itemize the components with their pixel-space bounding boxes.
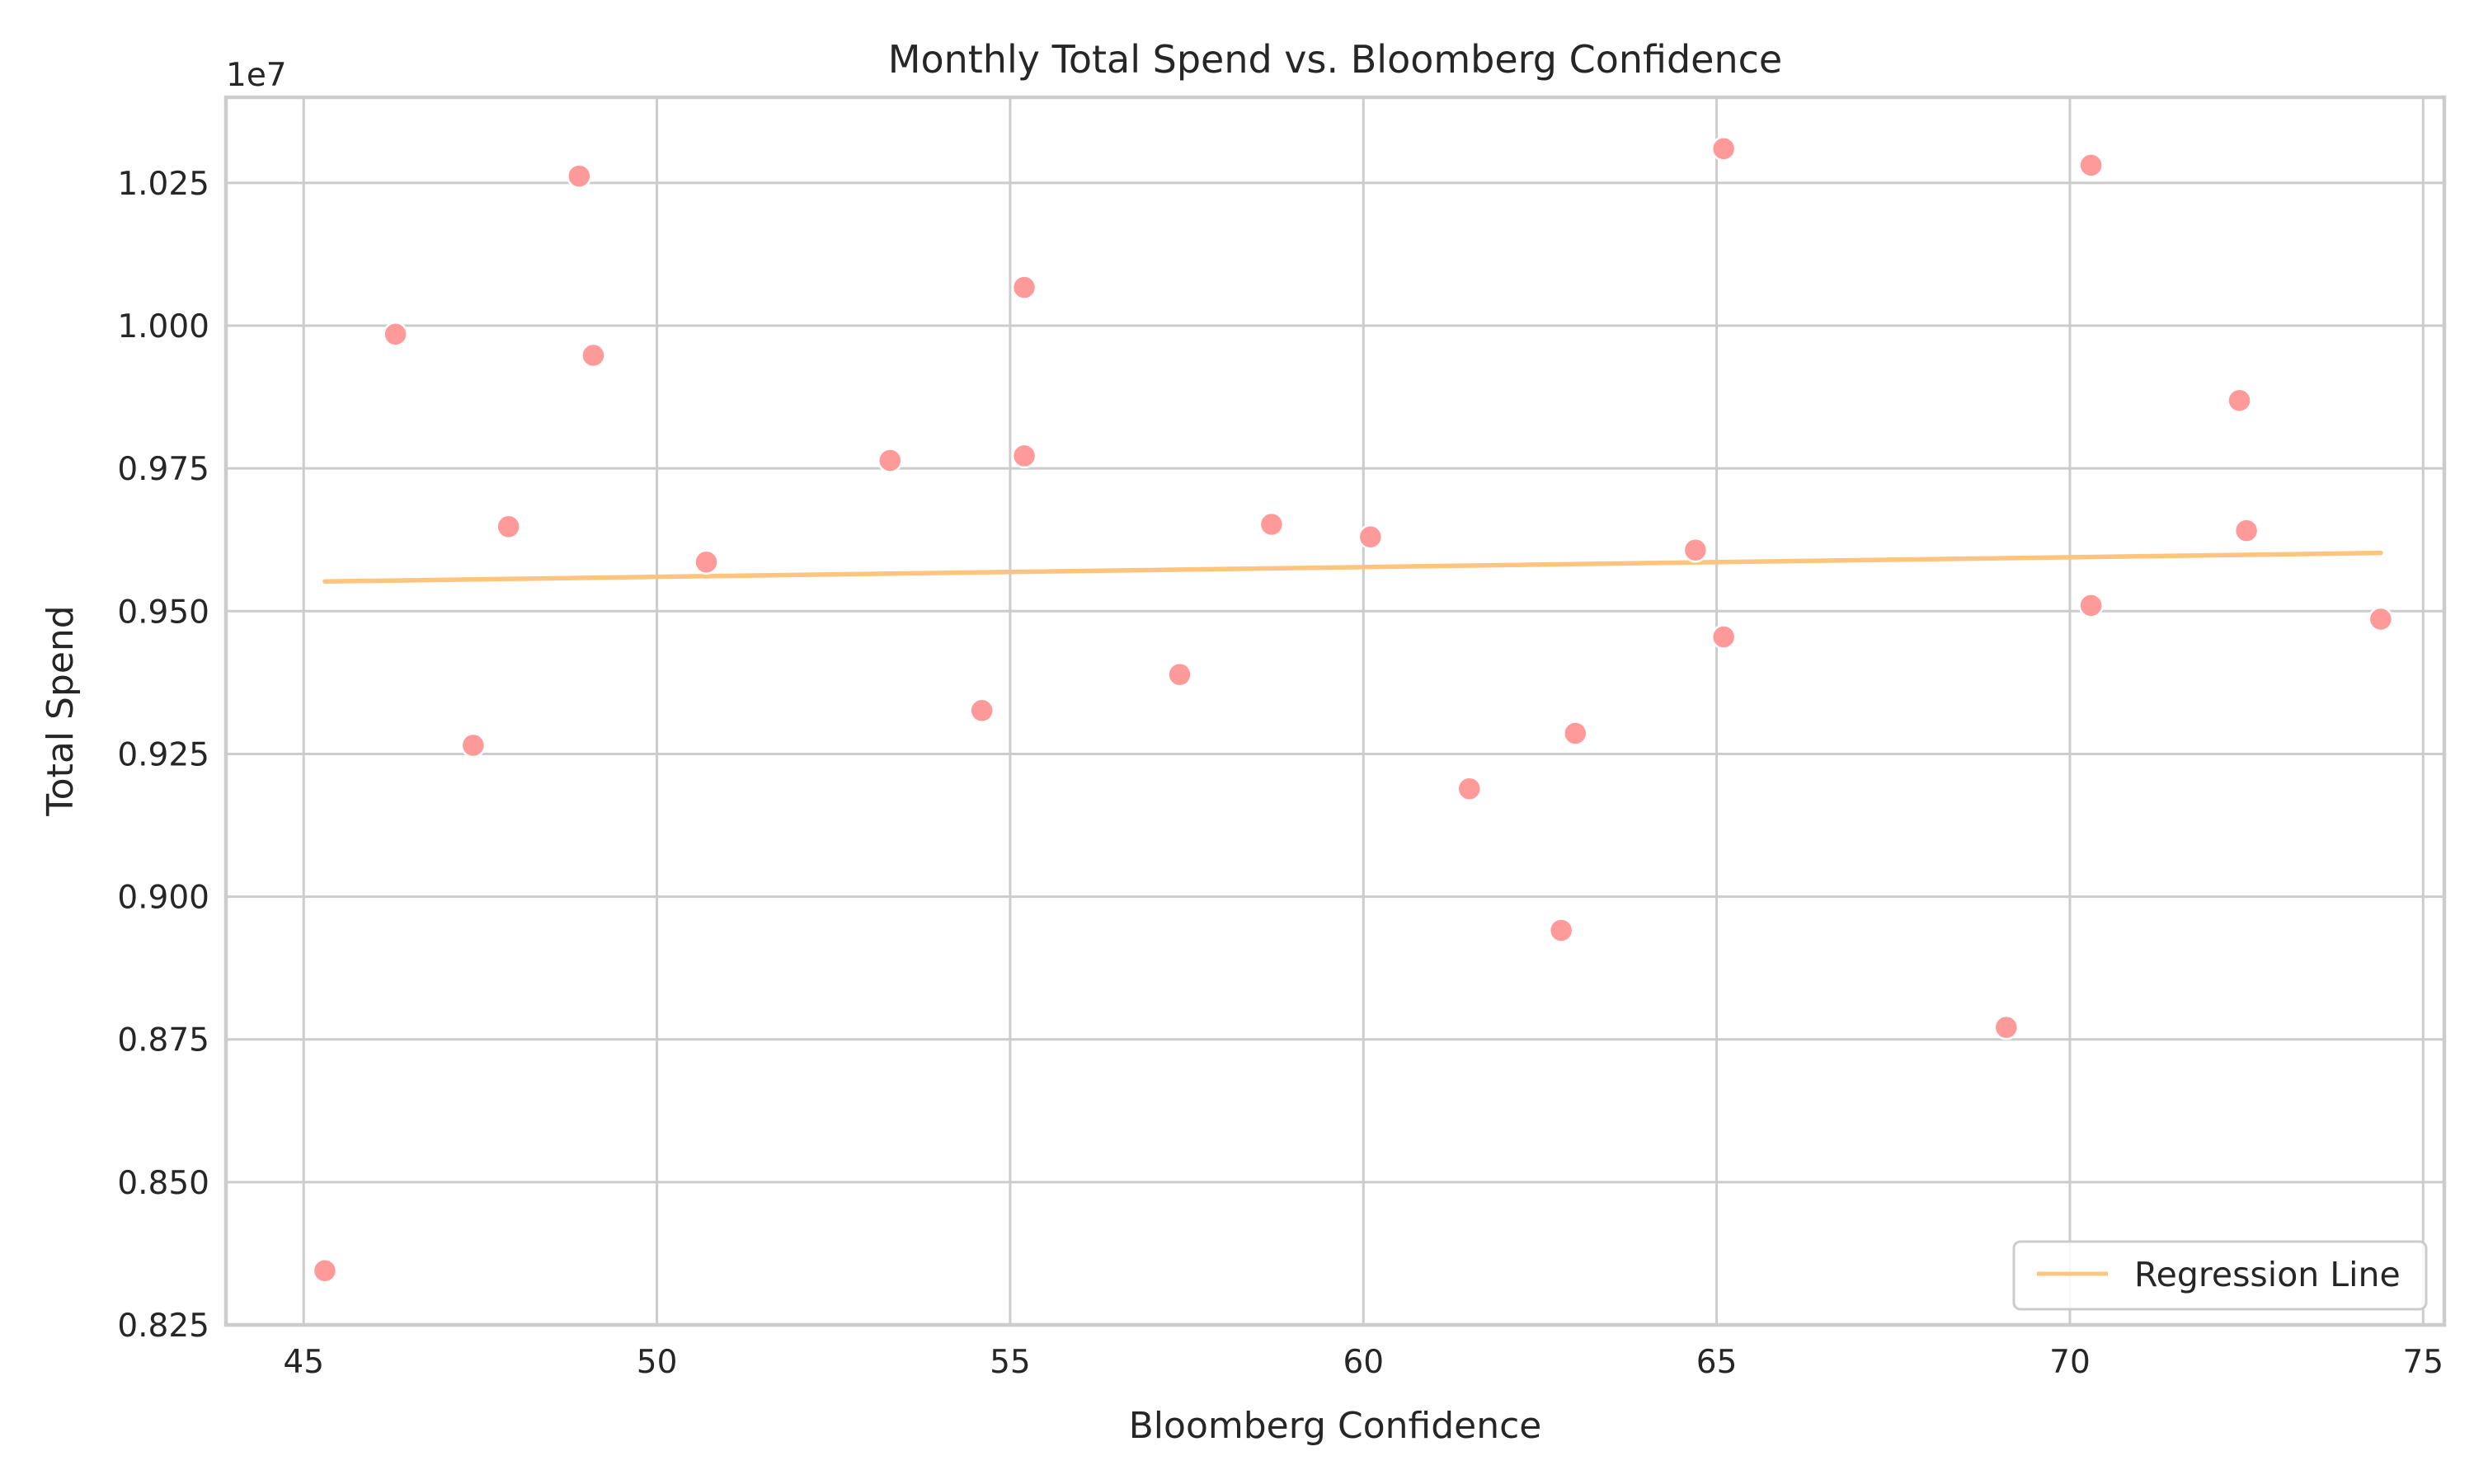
y-tick-label: 0.900 [117, 880, 209, 917]
scatter-point [1563, 721, 1588, 746]
y-offset-label: 1e7 [226, 57, 287, 94]
y-tick-label: 0.950 [117, 594, 209, 631]
scatter-point [460, 732, 487, 758]
scatter-point [1357, 524, 1384, 550]
scatter-point [383, 322, 408, 347]
scatter-point [877, 448, 903, 473]
scatter-point [969, 697, 995, 724]
scatter-point [2233, 518, 2260, 543]
data-series [312, 136, 2394, 1284]
regression-line [322, 550, 2383, 585]
grid-lines [226, 97, 2444, 1327]
scatter-point [1710, 136, 1737, 162]
scatter-point [1548, 918, 1574, 943]
scatter-point [1258, 511, 1285, 538]
y-tick-label: 0.875 [117, 1022, 209, 1059]
x-tick-label: 75 [2402, 1344, 2443, 1381]
scatter-point [2368, 606, 2394, 632]
x-tick-label: 60 [1343, 1344, 1384, 1381]
plot-frame [223, 95, 2447, 1327]
chart-title: Monthly Total Spend vs. Bloomberg Confid… [888, 37, 1782, 82]
scatter-point [1011, 443, 1037, 469]
scatter-point [2078, 593, 2104, 618]
scatter-point [1167, 661, 1192, 688]
x-tick-label: 50 [637, 1344, 678, 1381]
y-tick-label: 0.925 [117, 736, 209, 773]
y-tick-label: 0.825 [117, 1308, 209, 1345]
y-tick-labels: 0.825 0.850 0.875 0.900 0.925 0.950 0.975 1.000… [117, 166, 209, 1345]
legend: Regression Line [2012, 1240, 2428, 1311]
legend-label-regression-line: Regression Line [2134, 1255, 2401, 1294]
scatter-point [312, 1257, 338, 1284]
scatter-point [567, 163, 592, 189]
x-tick-label: 65 [1696, 1344, 1738, 1381]
scatter-point [1993, 1014, 2020, 1040]
x-tick-label: 55 [990, 1344, 1031, 1381]
y-tick-label: 0.850 [117, 1165, 209, 1202]
scatter-point [496, 514, 521, 540]
x-tick-label: 70 [2049, 1344, 2091, 1381]
scatter-point [2227, 387, 2252, 413]
y-tick-label: 1.000 [117, 308, 209, 345]
x-axis-label: Bloomberg Confidence [1129, 1405, 1542, 1447]
scatter-point [1456, 776, 1483, 801]
y-tick-label: 1.025 [117, 166, 209, 203]
x-tick-labels: 45 50 55 60 65 70 75 [283, 1344, 2443, 1381]
scatter-point [694, 549, 719, 575]
y-tick-label: 0.975 [117, 451, 209, 488]
x-tick-label: 45 [283, 1344, 324, 1381]
scatter-point [1710, 624, 1737, 650]
legend-box [2012, 1240, 2428, 1311]
scatter-point [2078, 153, 2104, 178]
scatter-point [581, 342, 606, 369]
scatter-point [1682, 537, 1709, 563]
scatter-point [1011, 275, 1037, 300]
y-axis-label: Total Spend [40, 605, 82, 817]
